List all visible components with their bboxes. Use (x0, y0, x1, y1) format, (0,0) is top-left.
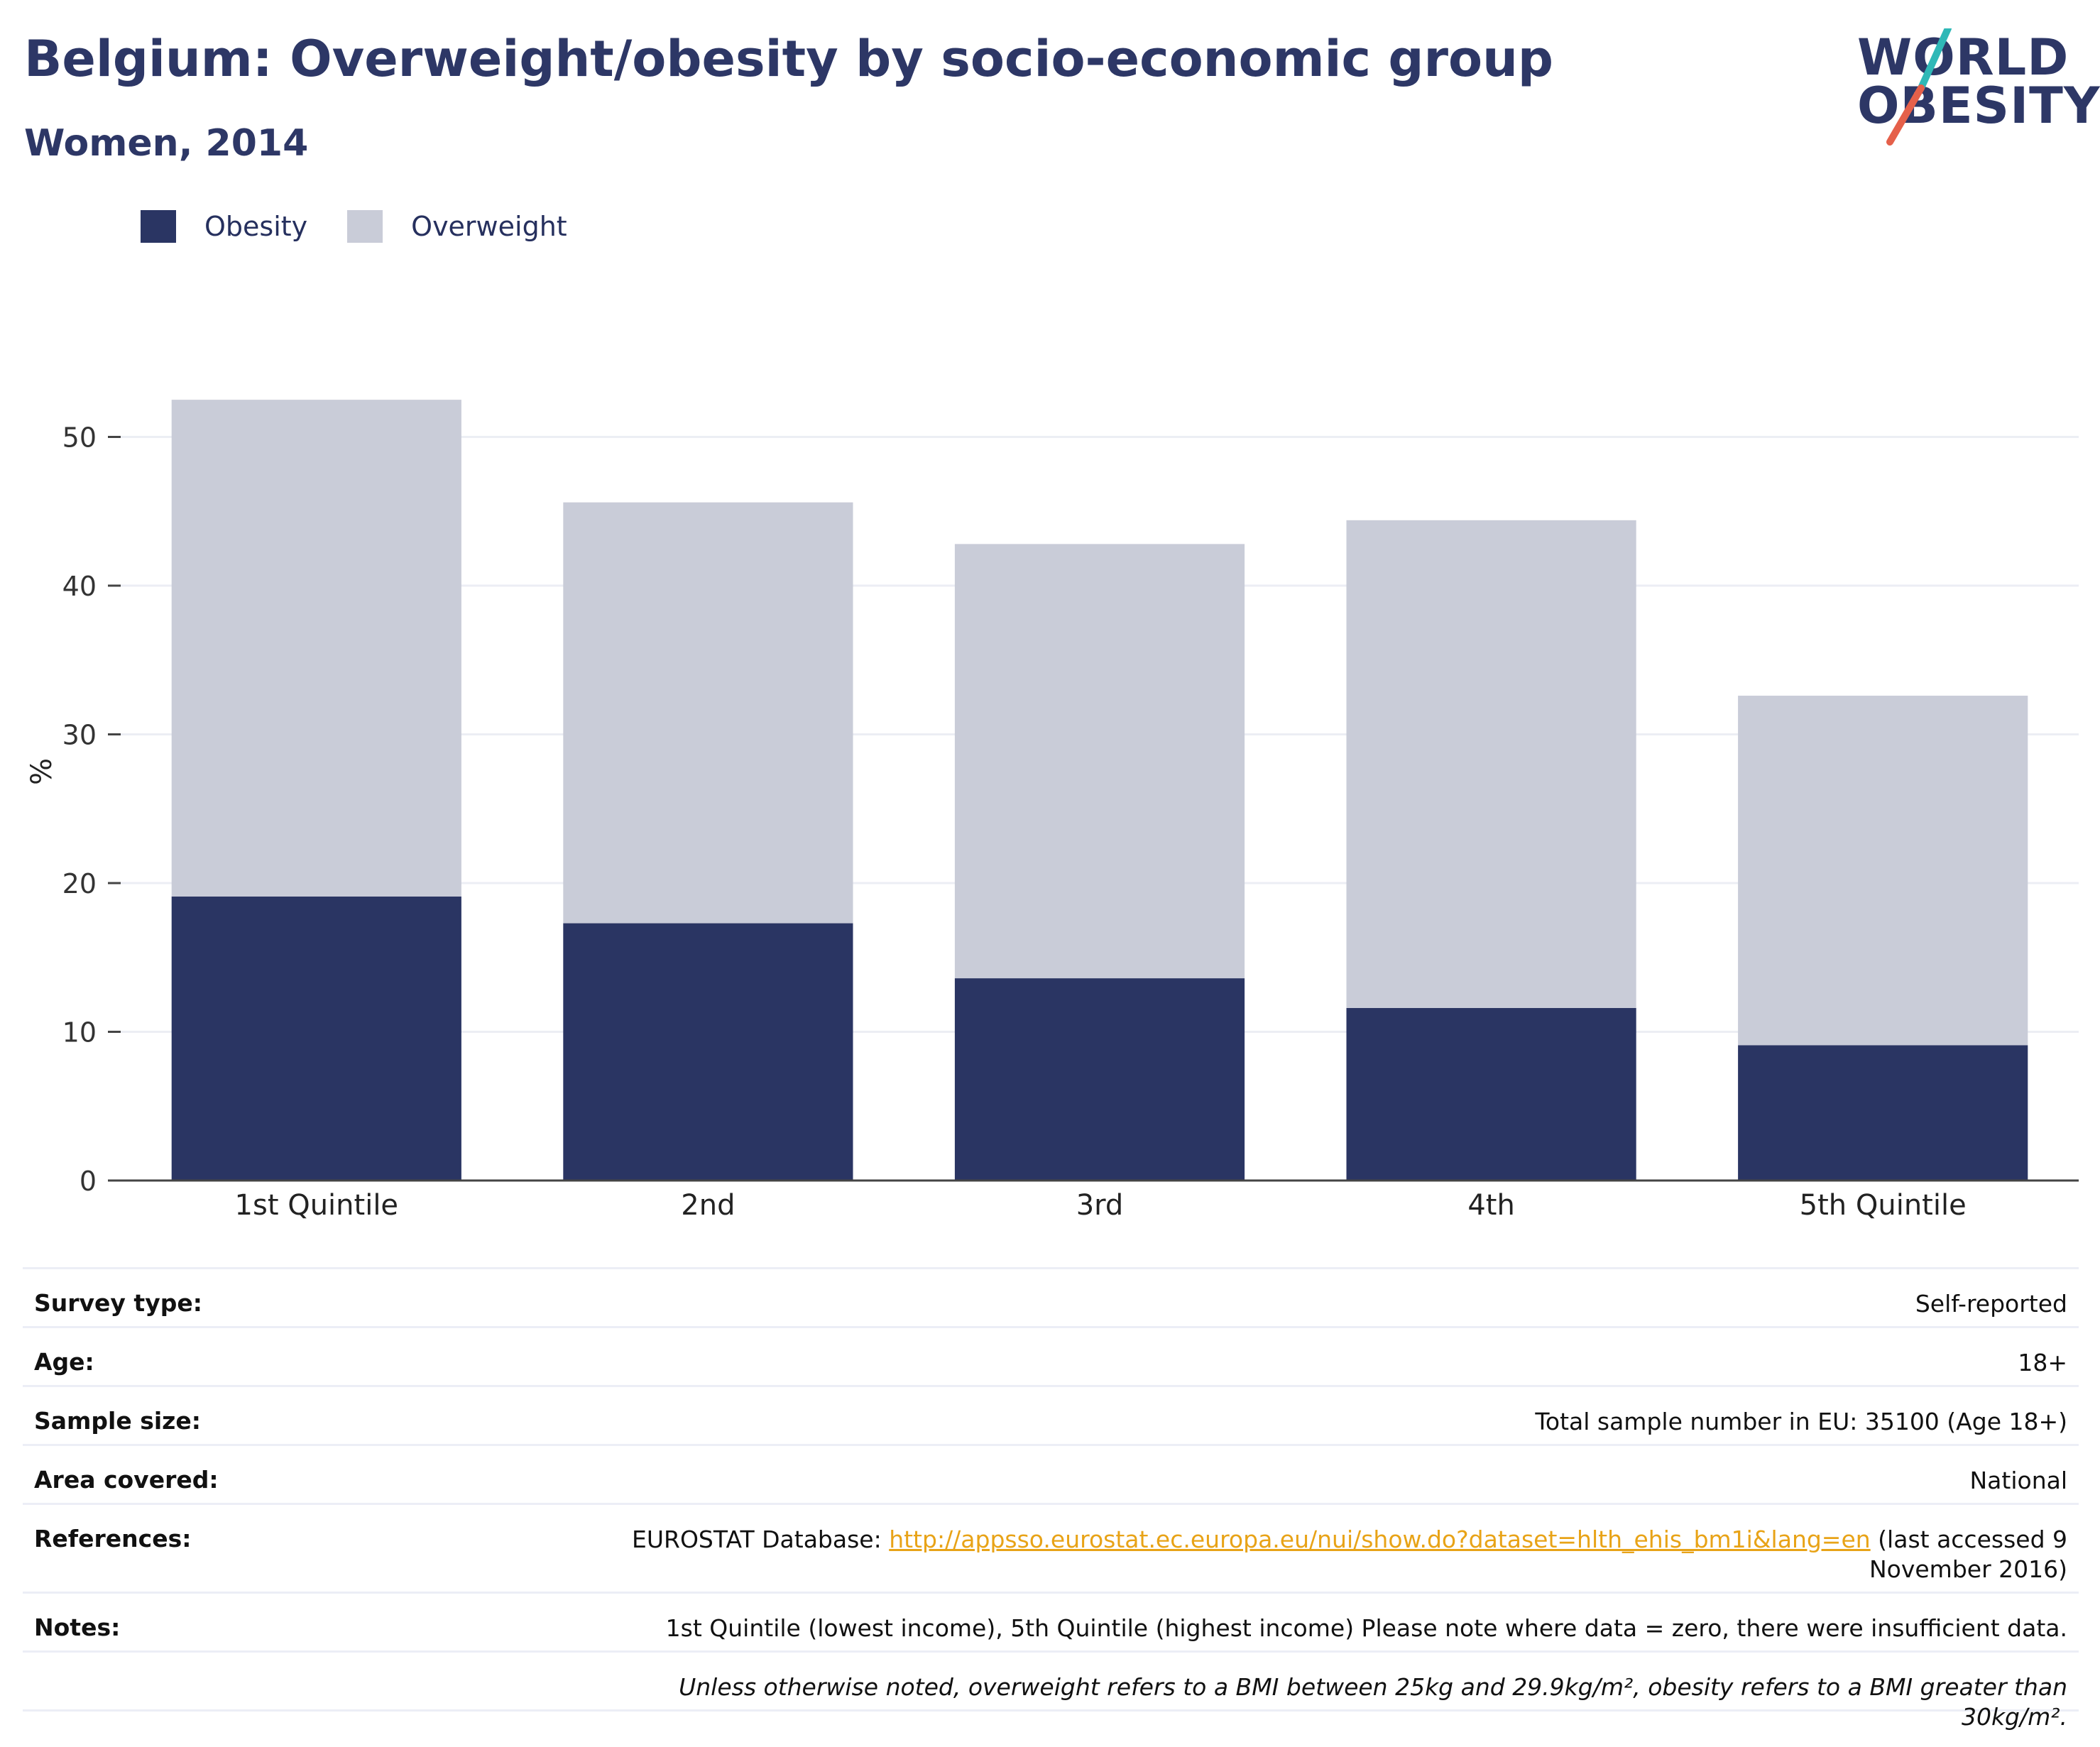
y-tick-label: 0 (80, 1166, 97, 1197)
chart-subtitle: Women, 2014 (24, 122, 309, 165)
legend-swatch-obesity (141, 210, 176, 243)
bar-overweight-1 (171, 400, 461, 897)
bar-overweight-3 (954, 544, 1245, 979)
info-row-survey-type: Survey type: Self-reported (23, 1267, 2079, 1326)
info-row-references: References: EUROSTAT Database: http://ap… (23, 1503, 2079, 1592)
info-value: Self-reported (1915, 1290, 2067, 1318)
info-value: National (1969, 1467, 2067, 1494)
bar-overweight-5 (1738, 696, 2028, 1046)
info-key: References: (34, 1525, 192, 1552)
references-value: EUROSTAT Database: http://appsso.eurosta… (576, 1505, 2067, 1584)
x-tick-label: 3rd (1076, 1189, 1124, 1222)
legend-item-obesity[interactable]: Obesity (141, 210, 307, 243)
references-link[interactable]: http://appsso.eurostat.ec.europa.eu/nui/… (889, 1526, 1871, 1553)
legend-item-overweight[interactable]: Overweight (347, 210, 567, 243)
info-bottom-divider (23, 1709, 2079, 1712)
y-tick-label: 30 (62, 720, 97, 751)
y-tick-label: 50 (62, 422, 97, 454)
y-tick-label: 10 (62, 1017, 97, 1048)
chart-legend: Obesity Overweight (141, 210, 607, 243)
bar-obesity-4 (1346, 1007, 1636, 1181)
info-value: Total sample number in EU: 35100 (Age 18… (1535, 1408, 2067, 1435)
bar-obesity-2 (563, 923, 853, 1181)
info-value: 18+ (2018, 1349, 2067, 1376)
notes-value: 1st Quintile (lowest income), 5th Quinti… (665, 1614, 2067, 1642)
info-key: Age: (34, 1348, 94, 1376)
info-key: Sample size: (34, 1407, 201, 1435)
info-row-notes: Notes: 1st Quintile (lowest income), 5th… (23, 1592, 2079, 1650)
info-row-footnote: Unless otherwise noted, overweight refer… (23, 1650, 2079, 1731)
info-key: Notes: (34, 1614, 121, 1641)
x-tick-label: 5th Quintile (1800, 1189, 1967, 1222)
bar-overweight-4 (1346, 520, 1636, 1008)
bar-obesity-3 (954, 978, 1245, 1181)
y-tick-label: 40 (62, 571, 97, 602)
references-suffix: (last accessed 9 November 2016) (1869, 1526, 2067, 1583)
legend-label-overweight: Overweight (411, 211, 567, 242)
bar-overweight-2 (563, 502, 853, 924)
chart-title: Belgium: Overweight/obesity by socio-eco… (24, 30, 1554, 88)
info-key: Survey type: (34, 1289, 202, 1317)
y-axis-label: % (26, 758, 58, 785)
info-row-sample-size: Sample size: Total sample number in EU: … (23, 1385, 2079, 1444)
world-obesity-logo: WORLD OBESITY (1846, 28, 2100, 156)
legend-swatch-overweight (347, 210, 383, 243)
bar-obesity-5 (1738, 1045, 2028, 1181)
y-tick-label: 20 (62, 868, 97, 899)
logo-line-1: WORLD (1857, 28, 2069, 87)
survey-info-table: Survey type: Self-reported Age: 18+ Samp… (23, 1267, 2079, 1731)
x-tick-label: 2nd (681, 1189, 735, 1222)
x-tick-label: 1st Quintile (235, 1189, 399, 1222)
logo-slash-icon (1886, 28, 1952, 146)
bar-obesity-1 (171, 896, 461, 1181)
info-key: Area covered: (34, 1466, 219, 1494)
stacked-bar-chart: 0 10 20 30 40 50 1st Quintile 2nd 3rd 4th 5th Quin… (26, 400, 2079, 1222)
info-row-area-covered: Area covered: National (23, 1444, 2079, 1503)
x-tick-label: 4th (1467, 1189, 1514, 1222)
info-row-age: Age: 18+ (23, 1326, 2079, 1385)
footnote-text: Unless otherwise noted, overweight refer… (679, 1673, 2067, 1731)
references-prefix: EUROSTAT Database: (632, 1526, 890, 1553)
legend-label-obesity: Obesity (204, 211, 308, 242)
